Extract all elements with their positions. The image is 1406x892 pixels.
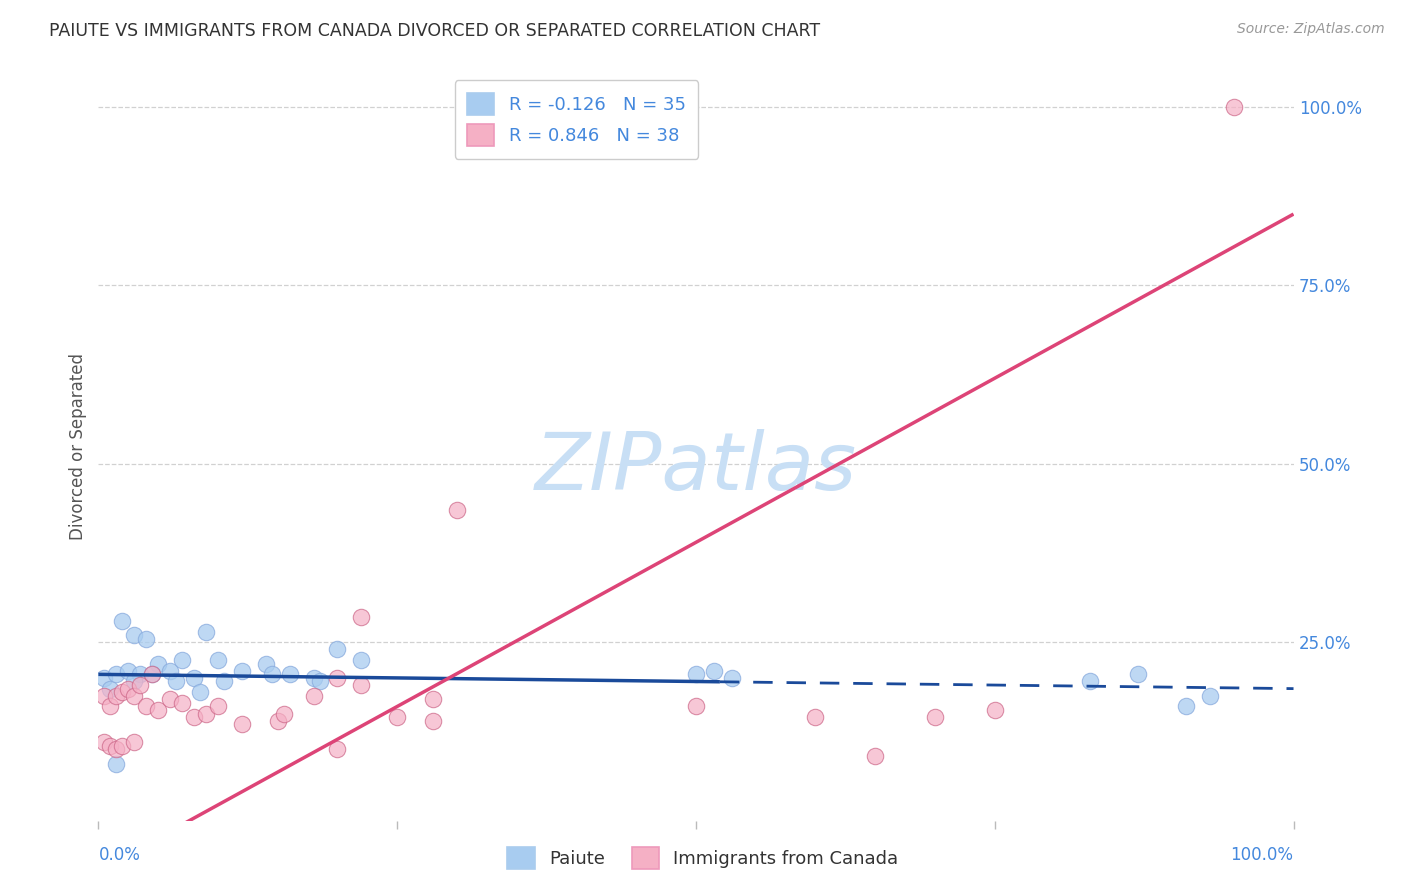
Point bbox=[105, 667, 128, 681]
Point bbox=[302, 671, 325, 685]
Point bbox=[865, 749, 887, 764]
Point bbox=[350, 653, 373, 667]
Point bbox=[326, 671, 349, 685]
Point bbox=[703, 664, 725, 678]
Point bbox=[124, 735, 146, 749]
Point bbox=[159, 664, 181, 678]
Point bbox=[721, 671, 744, 685]
Point bbox=[93, 671, 115, 685]
Point bbox=[98, 681, 122, 696]
Point bbox=[141, 667, 163, 681]
Point bbox=[446, 503, 468, 517]
Point bbox=[350, 678, 373, 692]
Point bbox=[254, 657, 277, 671]
Text: Source: ZipAtlas.com: Source: ZipAtlas.com bbox=[1237, 22, 1385, 37]
Point bbox=[804, 710, 827, 724]
Point bbox=[188, 685, 211, 699]
Point bbox=[984, 703, 1007, 717]
Point bbox=[141, 667, 163, 681]
Point bbox=[207, 653, 229, 667]
Point bbox=[93, 689, 115, 703]
Point bbox=[117, 664, 139, 678]
Point bbox=[105, 689, 128, 703]
Point bbox=[111, 685, 134, 699]
Point bbox=[422, 714, 444, 728]
Point bbox=[129, 667, 152, 681]
Point bbox=[1223, 100, 1246, 114]
Point bbox=[148, 657, 170, 671]
Text: 0.0%: 0.0% bbox=[98, 846, 141, 863]
Legend: Paiute, Immigrants from Canada: Paiute, Immigrants from Canada bbox=[501, 839, 905, 876]
Point bbox=[260, 667, 283, 681]
Point bbox=[231, 717, 253, 731]
Point bbox=[212, 674, 235, 689]
Y-axis label: Divorced or Separated: Divorced or Separated bbox=[69, 352, 87, 540]
Point bbox=[165, 674, 187, 689]
Point bbox=[129, 678, 152, 692]
Point bbox=[1175, 699, 1198, 714]
Point bbox=[159, 692, 181, 706]
Point bbox=[267, 714, 290, 728]
Point bbox=[183, 710, 205, 724]
Point bbox=[105, 756, 128, 771]
Point bbox=[148, 703, 170, 717]
Point bbox=[207, 699, 229, 714]
Point bbox=[385, 710, 409, 724]
Point bbox=[105, 742, 128, 756]
Point bbox=[124, 689, 146, 703]
Point bbox=[685, 667, 707, 681]
Point bbox=[1128, 667, 1150, 681]
Text: 100.0%: 100.0% bbox=[1230, 846, 1294, 863]
Point bbox=[135, 632, 157, 646]
Point bbox=[308, 674, 330, 689]
Point bbox=[124, 674, 146, 689]
Point bbox=[924, 710, 946, 724]
Text: PAIUTE VS IMMIGRANTS FROM CANADA DIVORCED OR SEPARATED CORRELATION CHART: PAIUTE VS IMMIGRANTS FROM CANADA DIVORCE… bbox=[49, 22, 820, 40]
Point bbox=[172, 696, 194, 710]
Point bbox=[1199, 689, 1222, 703]
Point bbox=[685, 699, 707, 714]
Legend: R = -0.126   N = 35, R = 0.846   N = 38: R = -0.126 N = 35, R = 0.846 N = 38 bbox=[454, 80, 699, 159]
Point bbox=[172, 653, 194, 667]
Point bbox=[117, 681, 139, 696]
Point bbox=[195, 706, 218, 721]
Point bbox=[350, 610, 373, 624]
Point bbox=[273, 706, 295, 721]
Point bbox=[183, 671, 205, 685]
Text: ZIPatlas: ZIPatlas bbox=[534, 429, 858, 508]
Point bbox=[278, 667, 301, 681]
Point bbox=[124, 628, 146, 642]
Point bbox=[422, 692, 444, 706]
Point bbox=[326, 742, 349, 756]
Point bbox=[111, 739, 134, 753]
Point bbox=[302, 689, 325, 703]
Point bbox=[326, 642, 349, 657]
Point bbox=[1080, 674, 1102, 689]
Point bbox=[98, 739, 122, 753]
Point bbox=[93, 735, 115, 749]
Point bbox=[98, 699, 122, 714]
Point bbox=[195, 624, 218, 639]
Point bbox=[231, 664, 253, 678]
Point bbox=[111, 614, 134, 628]
Point bbox=[135, 699, 157, 714]
